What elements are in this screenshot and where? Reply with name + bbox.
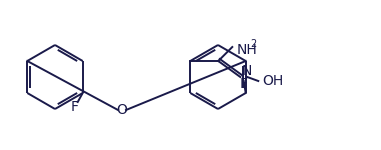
Text: O: O [117,103,127,117]
Text: N: N [241,64,252,78]
Text: F: F [71,100,79,114]
Text: OH: OH [262,74,283,88]
Text: NH: NH [236,43,257,57]
Text: F: F [240,77,248,91]
Text: 2: 2 [250,39,256,49]
